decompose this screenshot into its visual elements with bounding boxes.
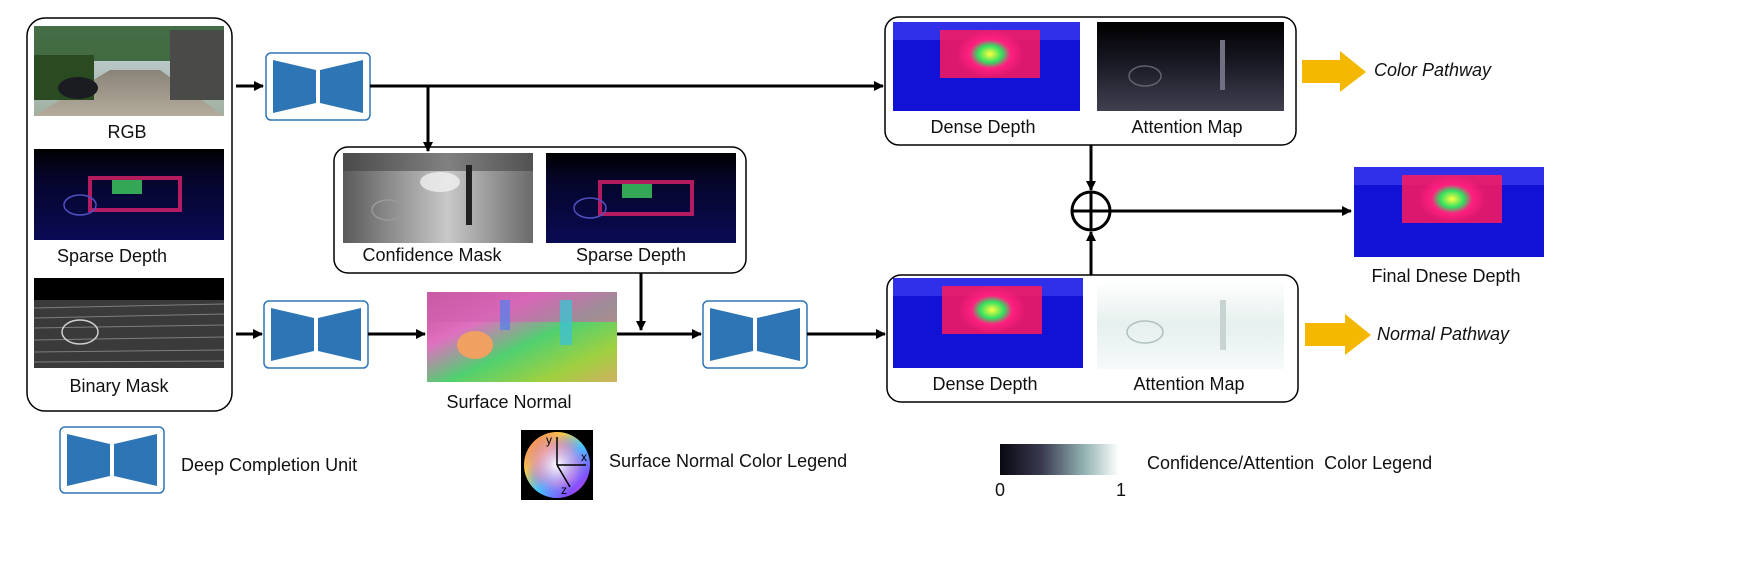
scale-max-label: 1	[1116, 480, 1126, 500]
sparse-depth-label: Sparse Depth	[57, 246, 167, 266]
normal-pathway-arrow	[1305, 314, 1371, 355]
input-panel	[26, 17, 233, 412]
wheel-axis-z: z	[561, 483, 567, 497]
middle-sparse-depth-label: Sparse Depth	[576, 245, 686, 265]
dcu-legend-label: Deep Completion Unit	[181, 455, 357, 475]
wheel-axis-y: y	[546, 433, 552, 447]
normal-dense-depth-image	[893, 278, 1083, 368]
confidence-color-scale	[1000, 444, 1119, 475]
middle-sparse-depth-image	[546, 153, 736, 243]
normal-attention-map-label: Attention Map	[1133, 374, 1244, 394]
binary-mask-image	[33, 278, 225, 368]
color-attention-map-label: Attention Map	[1131, 117, 1242, 137]
color-attention-map-image	[1097, 22, 1284, 111]
confidence-mask-image	[343, 153, 533, 243]
scale-min-label: 0	[995, 480, 1005, 500]
surface-normal-image	[427, 292, 617, 382]
wheel-axis-x: x	[581, 450, 587, 464]
normal-pathway-label: Normal Pathway	[1377, 324, 1510, 344]
normal-color-wheel-icon: y x z	[521, 430, 593, 500]
rgb-label: RGB	[107, 122, 146, 142]
final-dense-depth-label: Final Dnese Depth	[1371, 266, 1520, 286]
connectors	[236, 81, 1352, 339]
confidence-legend-label: Confidence/Attention Color Legend	[1147, 453, 1432, 473]
rgb-image	[34, 26, 224, 116]
color-dense-depth-label: Dense Depth	[930, 117, 1035, 137]
confidence-mask-label: Confidence Mask	[362, 245, 502, 265]
normal-attention-map-image	[1097, 280, 1284, 369]
surface-normal-label: Surface Normal	[446, 392, 571, 412]
deep-completion-unit-bottom-left	[263, 300, 369, 369]
binary-mask-label: Binary Mask	[69, 376, 169, 396]
sparse-depth-image	[34, 149, 224, 240]
final-dense-depth-image	[1354, 167, 1544, 257]
deep-completion-unit-top	[265, 52, 371, 121]
color-dense-depth-image	[893, 22, 1080, 111]
sum-node	[1070, 190, 1112, 232]
normal-legend-label: Surface Normal Color Legend	[609, 451, 847, 471]
confidence-panel	[333, 146, 747, 274]
normal-dense-depth-label: Dense Depth	[932, 374, 1037, 394]
dcu-legend-icon	[59, 426, 165, 494]
color-pathway-label: Color Pathway	[1374, 60, 1492, 80]
deep-completion-unit-bottom-right	[702, 300, 808, 369]
color-pathway-arrow	[1302, 51, 1366, 92]
